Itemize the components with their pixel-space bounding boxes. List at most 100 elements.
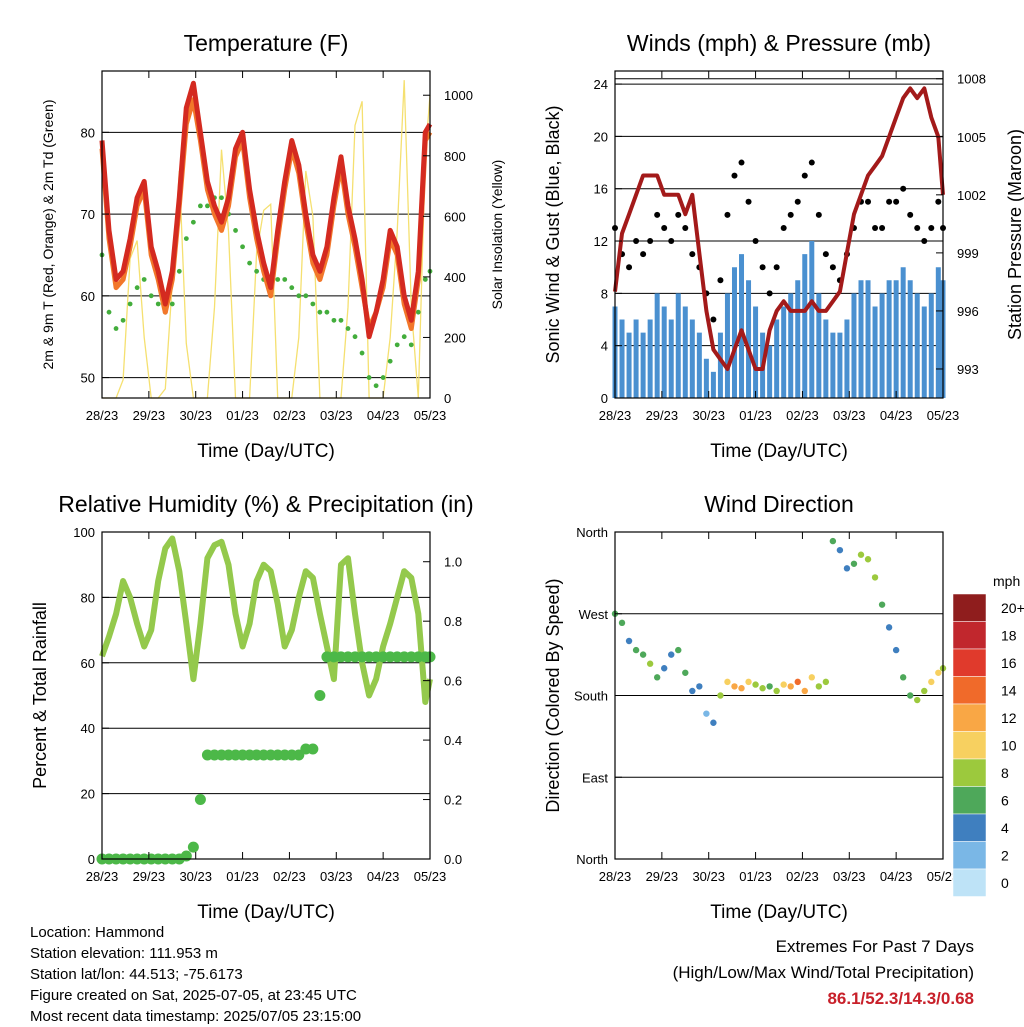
x-tick-label: 02/23	[273, 869, 306, 884]
direction-point	[717, 692, 724, 699]
direction-point	[766, 683, 773, 690]
gust-point	[717, 277, 724, 284]
dewpoint-point	[148, 293, 154, 299]
dewpoint-point	[254, 268, 260, 274]
plot-frame	[614, 70, 944, 399]
direction-point	[864, 556, 872, 563]
y-tick-label: 20	[594, 129, 608, 144]
direction-point	[625, 637, 633, 645]
y2-tick-label: 400	[444, 270, 466, 285]
gust-point	[928, 224, 935, 231]
gust-point	[654, 211, 661, 218]
x-tick-label: 01/23	[739, 408, 772, 423]
legend-swatch	[952, 621, 987, 650]
dewpoint-point	[401, 334, 407, 340]
x-tick-label: 01/23	[226, 869, 259, 884]
legend-swatch	[952, 758, 987, 787]
direction-point	[843, 565, 851, 572]
chart-title: Temperature (F)	[184, 30, 349, 56]
y-tick-label: 0	[601, 391, 608, 406]
gust-point	[710, 316, 717, 323]
dewpoint-point	[282, 277, 288, 282]
x-tick-label: 03/23	[833, 869, 866, 884]
gust-point	[815, 211, 822, 218]
precip-point	[314, 690, 326, 701]
y2-tick-label: 0	[444, 391, 451, 406]
dewpoint-point	[127, 301, 133, 307]
dewpoint-point	[373, 383, 379, 389]
y2-tick-label: 1008	[957, 72, 986, 87]
dewpoint-point	[106, 309, 112, 315]
dewpoint-point	[233, 228, 238, 233]
station-elevation: Station elevation: 111.953 m	[30, 945, 218, 962]
legend-label: 12	[1001, 710, 1017, 726]
x-tick-label: 05/23	[414, 869, 447, 884]
x-tick-label: 04/23	[367, 408, 400, 423]
gust-point	[935, 198, 942, 205]
legend-label: 20+	[1001, 600, 1024, 616]
direction-point	[675, 646, 682, 654]
legend-label: 8	[1001, 765, 1009, 781]
direction-point	[653, 674, 661, 681]
precip-point	[187, 841, 199, 853]
gust-point	[794, 198, 801, 205]
legend-label: 16	[1001, 655, 1017, 671]
y-tick-label: West	[579, 607, 609, 622]
x-tick-label: 28/23	[599, 869, 632, 884]
y2-tick-label: 996	[957, 304, 979, 319]
x-axis-label: Time (Day/UTC)	[197, 902, 335, 923]
gust-point	[682, 224, 689, 231]
dewpoint-point	[394, 342, 400, 348]
dewpoint-point	[345, 326, 351, 331]
chart-title: Relative Humidity (%) & Precipitation (i…	[58, 491, 473, 517]
direction-point	[759, 685, 766, 692]
x-tick-label: 04/23	[880, 869, 913, 884]
dewpoint-point	[219, 195, 224, 201]
direction-point	[815, 683, 823, 690]
legend-label: 18	[1001, 628, 1017, 644]
extremes-box: Extremes For Past 7 Days (High/Low/Max W…	[673, 934, 974, 1012]
y-tick-label: 24	[594, 77, 608, 92]
y-tick-label: 0	[88, 852, 95, 867]
dewpoint-point	[352, 334, 358, 340]
direction-point	[914, 696, 921, 704]
y-tick-label: 16	[594, 182, 608, 197]
direction-point	[935, 669, 942, 676]
extremes-values: 86.1/52.3/14.3/0.68	[827, 989, 974, 1008]
x-tick-label: 30/23	[179, 408, 212, 423]
gust-point	[759, 264, 766, 271]
x-tick-label: 28/23	[86, 408, 119, 423]
dewpoint-point	[310, 301, 316, 307]
x-tick-label: 04/23	[367, 869, 400, 884]
dewpoint-point	[141, 277, 147, 282]
gust-point	[626, 264, 633, 271]
y-tick-label: 20	[81, 787, 95, 802]
y-tick-label: 4	[601, 339, 608, 354]
gust-point	[766, 290, 773, 297]
x-tick-label: 03/23	[320, 869, 353, 884]
y2-tick-label: 1000	[444, 88, 473, 103]
chart-title: Wind Direction	[704, 491, 854, 517]
legend-swatch	[952, 731, 987, 760]
dewpoint-point	[113, 326, 119, 331]
direction-point	[921, 687, 928, 695]
gust-point	[668, 238, 675, 245]
legend-swatch	[952, 676, 987, 705]
direction-point	[878, 601, 886, 608]
x-tick-label: 28/23	[599, 408, 632, 423]
x-tick-label: 28/23	[86, 869, 119, 884]
precip-point	[180, 850, 192, 862]
legend-swatch	[952, 813, 987, 842]
dewpoint-point	[205, 203, 210, 209]
direction-point	[822, 678, 830, 686]
dewpoint-point	[190, 219, 196, 225]
precip-point	[194, 794, 206, 806]
direction-point	[899, 674, 907, 681]
direction-point	[731, 683, 738, 690]
station-info: Location: Hammond Station elevation: 111…	[30, 922, 361, 1027]
y-tick-label: 50	[81, 371, 95, 386]
direction-point	[857, 551, 865, 558]
gust-point	[675, 211, 682, 218]
y2-axis-label: Solar Insolation (Yellow)	[489, 160, 505, 310]
